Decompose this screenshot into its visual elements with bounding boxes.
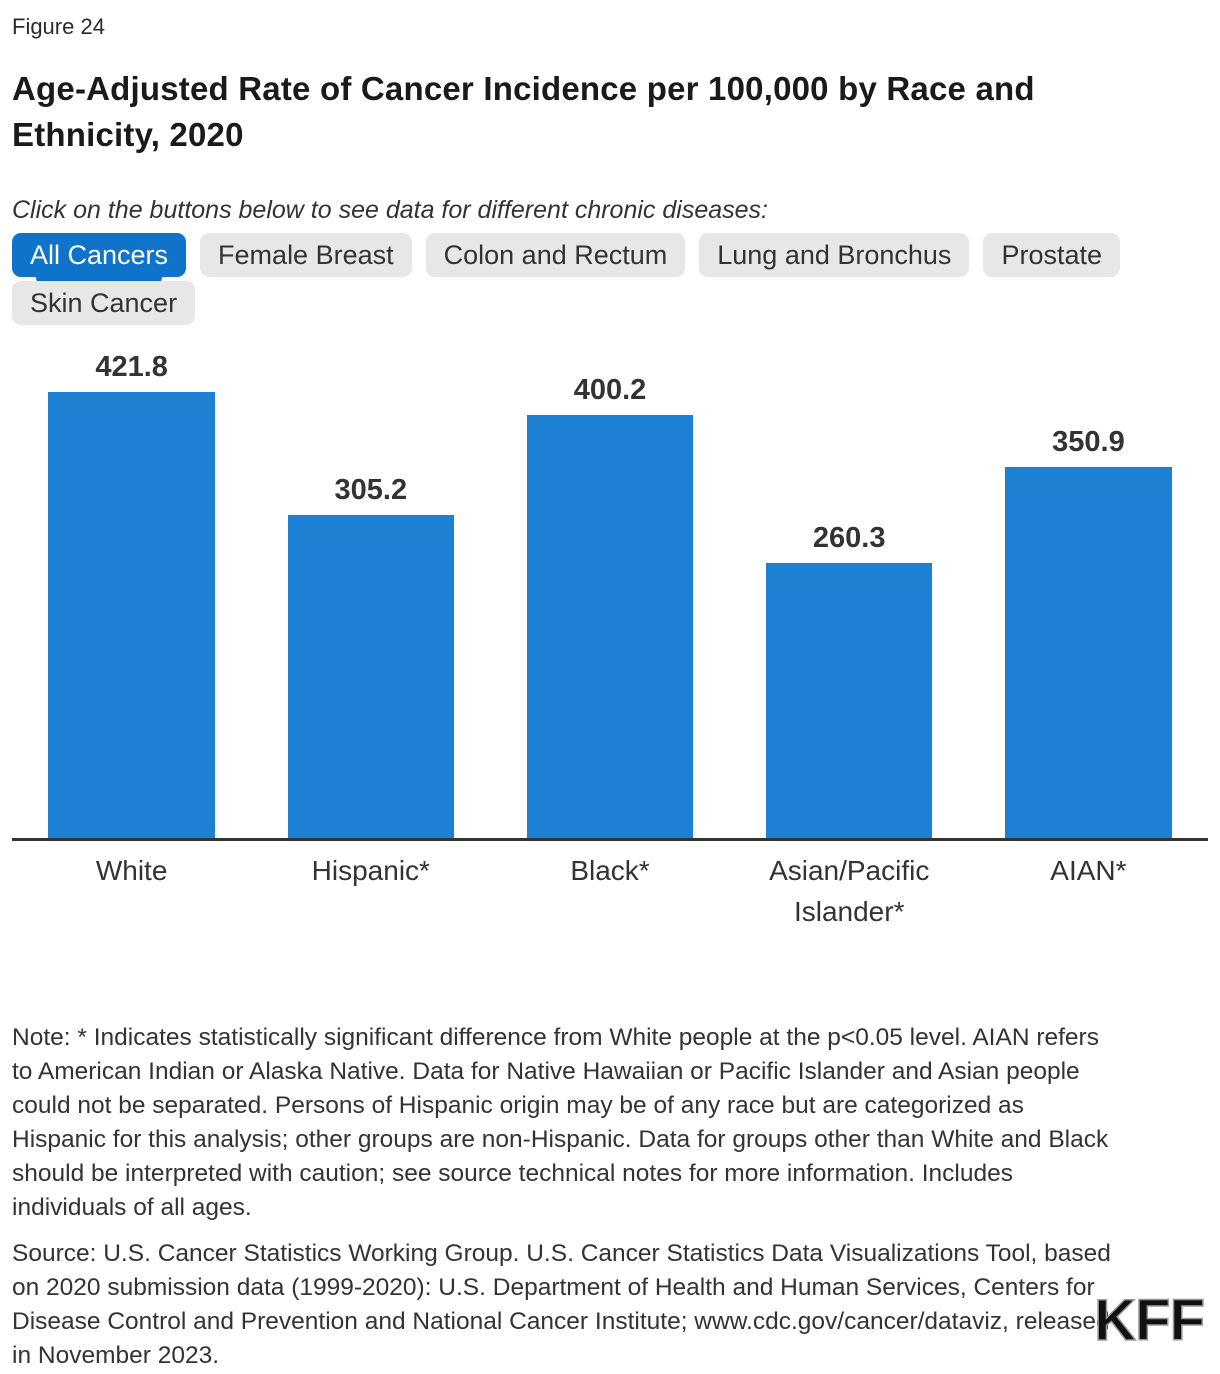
disease-button-colon-and-rectum[interactable]: Colon and Rectum	[425, 233, 686, 278]
page-title: Age-Adjusted Rate of Cancer Incidence pe…	[12, 70, 1035, 154]
x-axis-label: Asian/Pacific Islander*	[769, 855, 930, 927]
bar	[766, 563, 933, 839]
bar-value-label: 400.2	[573, 374, 647, 407]
bar	[526, 415, 694, 839]
figure-label: Figure 24	[12, 14, 105, 39]
x-axis-labels: White Hispanic* Black* Asian/Pacific Island…	[12, 851, 1208, 937]
disease-button-prostate[interactable]: Prostate	[983, 233, 1120, 278]
disease-button-all-cancers[interactable]: All Cancers	[12, 233, 187, 288]
x-axis-label: Black*	[570, 855, 650, 887]
bar-value-label: 421.8	[95, 351, 168, 384]
disease-button-female-breast[interactable]: Female Breast	[200, 233, 412, 278]
note-text: Note: * Indicates statistically signific…	[12, 1024, 1109, 1222]
bar-column-4: 350.9	[969, 426, 1208, 839]
bar-chart: 421.8 305.2 400.2 260.3 350.9	[12, 345, 1208, 842]
kff-logo: KFF	[1094, 1288, 1206, 1353]
bar	[287, 515, 454, 839]
disease-button-lung-and-bronchus[interactable]: Lung and Bronchus	[699, 233, 970, 278]
x-axis-label: White	[95, 855, 168, 887]
disease-button-group: All Cancers Female Breast Colon and Rectum…	[12, 233, 1208, 326]
bar-value-label: 260.3	[812, 522, 886, 555]
x-axis-label: Hispanic*	[311, 855, 430, 887]
bar-column-0: 421.8	[12, 351, 251, 839]
bar-column-3: 260.3	[730, 522, 969, 839]
chart-instruction: Click on the buttons below to see data f…	[12, 196, 768, 225]
bar-column-2: 400.2	[490, 374, 729, 839]
bar	[1005, 467, 1172, 839]
source-text: Source: U.S. Cancer Statistics Working G…	[12, 1240, 1111, 1370]
bar-value-label: 350.9	[1052, 426, 1125, 459]
disease-button-skin-cancer[interactable]: Skin Cancer	[12, 281, 196, 326]
bar-value-label: 305.2	[334, 474, 408, 507]
bar	[48, 392, 215, 839]
bar-column-1: 305.2	[251, 474, 490, 839]
x-axis-label: AIAN*	[1050, 855, 1127, 887]
